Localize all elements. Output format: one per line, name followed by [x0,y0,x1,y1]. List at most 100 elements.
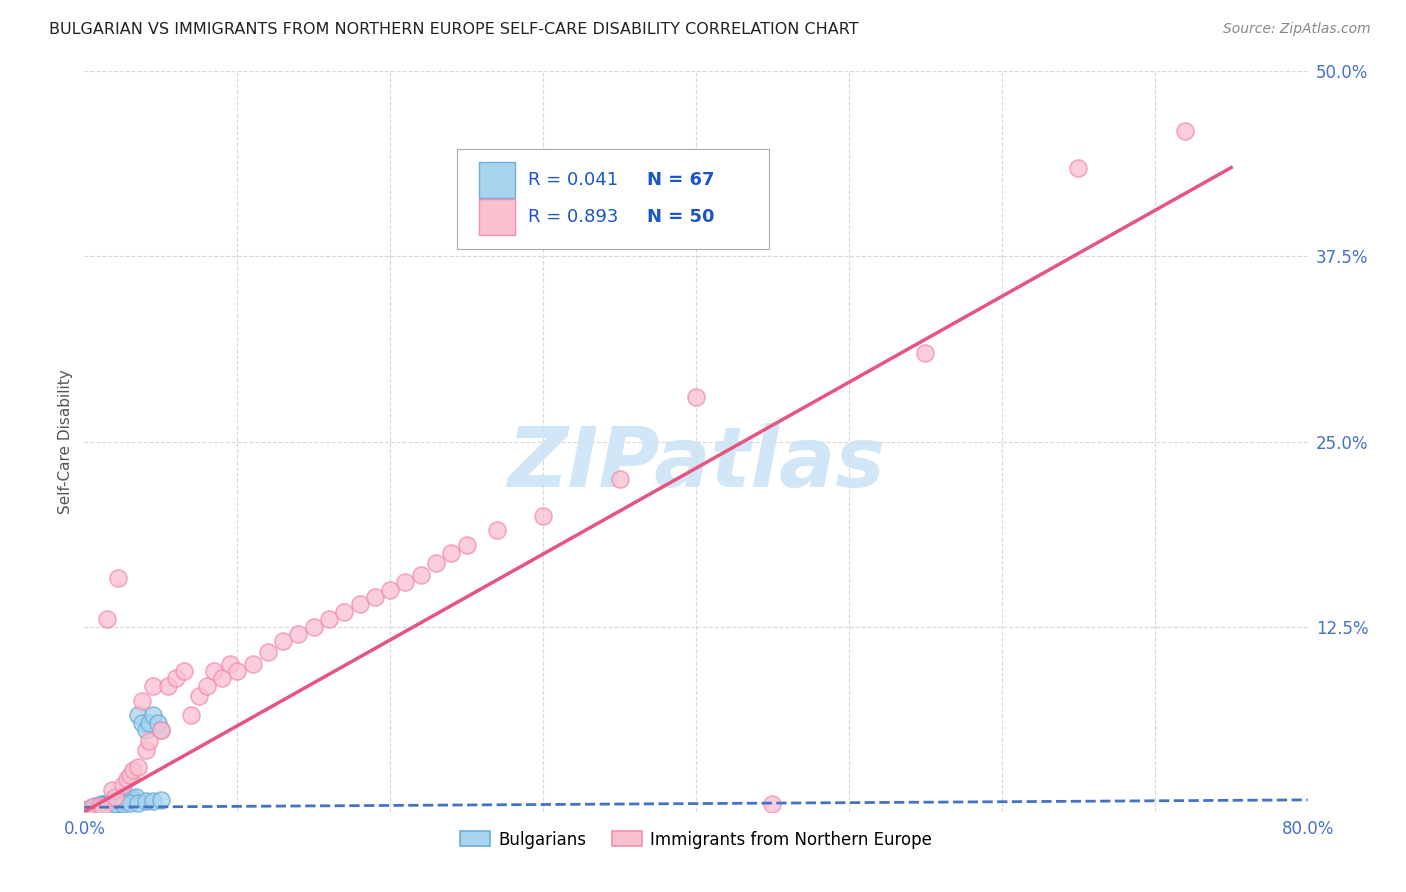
Point [364,590,387,604]
Point [1067,161,1090,175]
Point [111,778,134,792]
Point [135,794,157,808]
FancyBboxPatch shape [479,199,515,235]
Point [1174,123,1197,137]
Point [91,798,114,813]
Point [94,797,117,812]
Point [103,797,125,812]
Point [93,800,115,814]
Point [104,797,127,812]
Point [121,791,143,805]
Point [142,794,165,808]
Point [349,598,371,612]
Point [333,605,356,619]
Point [89,798,111,813]
Point [127,708,149,723]
Point [302,619,325,633]
Text: R = 0.041: R = 0.041 [529,171,619,189]
Point [89,798,111,813]
Point [75,803,97,817]
Point [87,798,110,813]
Y-axis label: Self-Care Disability: Self-Care Disability [58,369,73,514]
Point [146,715,169,730]
Point [97,796,120,810]
Point [195,679,218,693]
Point [76,803,98,817]
Point [83,802,105,816]
Point [98,797,121,812]
Point [149,793,172,807]
Point [685,390,707,404]
Point [86,802,108,816]
Point [96,612,118,626]
Point [89,800,111,814]
Point [91,800,114,814]
Text: N = 67: N = 67 [647,171,714,189]
Point [125,789,148,804]
Point [142,708,165,723]
Point [91,800,114,814]
Point [96,798,118,813]
Point [107,571,129,585]
Text: N = 50: N = 50 [647,208,714,227]
Point [120,793,142,807]
Point [114,793,136,807]
Point [271,634,294,648]
Point [394,575,416,590]
Text: R = 0.893: R = 0.893 [529,208,619,227]
Point [96,798,118,813]
Point [94,798,117,813]
Point [135,742,157,756]
Point [456,538,478,552]
Point [104,789,127,804]
Point [761,797,783,812]
Point [79,803,101,817]
Point [91,800,114,814]
Point [80,800,103,814]
Point [425,556,447,570]
Point [110,794,132,808]
Point [86,802,108,816]
Point [77,802,100,816]
Point [101,796,124,810]
Point [486,524,509,538]
Point [287,627,309,641]
Point [96,796,118,810]
Point [115,791,138,805]
Point [84,798,107,813]
Point [409,567,432,582]
Point [76,803,98,817]
Point [202,664,225,678]
Point [111,797,134,812]
Point [83,802,105,816]
Point [80,802,103,816]
Point [120,767,142,781]
Point [440,546,463,560]
Legend: Bulgarians, Immigrants from Northern Europe: Bulgarians, Immigrants from Northern Eur… [454,824,938,855]
FancyBboxPatch shape [457,149,769,249]
Point [86,800,108,814]
Point [157,679,180,693]
Point [242,657,264,671]
Point [107,794,129,808]
Point [135,723,157,738]
Point [226,664,249,678]
Point [165,672,187,686]
Point [127,796,149,810]
Point [115,772,138,786]
Point [914,345,936,359]
Point [108,796,131,810]
Point [90,797,112,812]
Point [104,797,127,812]
Point [531,508,554,523]
Point [84,800,107,814]
Point [97,798,120,813]
Point [122,764,145,778]
Point [87,800,110,814]
Point [101,798,124,813]
Point [80,800,103,814]
Point [112,793,135,807]
Point [149,723,172,738]
Point [105,796,128,810]
Text: BULGARIAN VS IMMIGRANTS FROM NORTHERN EUROPE SELF-CARE DISABILITY CORRELATION CH: BULGARIAN VS IMMIGRANTS FROM NORTHERN EU… [49,22,859,37]
